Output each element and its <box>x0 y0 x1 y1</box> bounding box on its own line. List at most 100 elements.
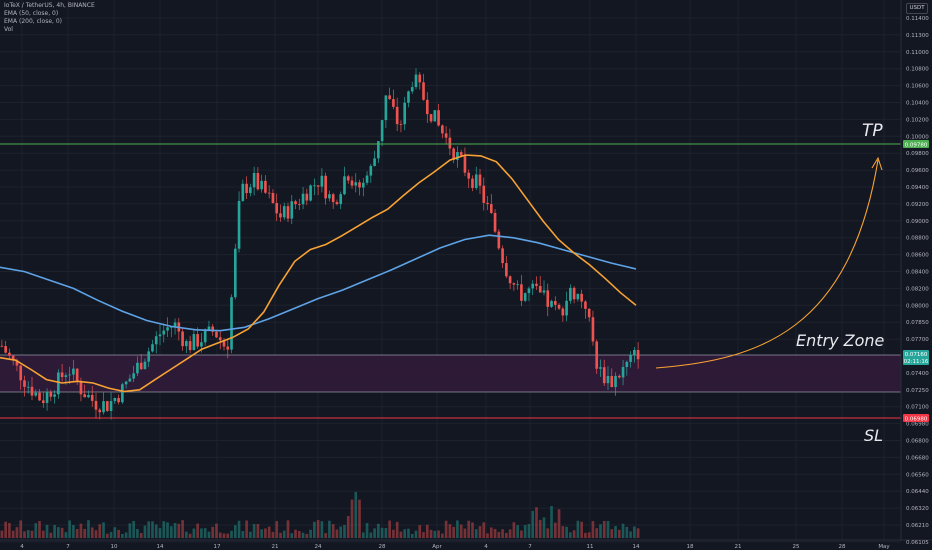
price-tick-label: 0.09000 <box>906 219 929 225</box>
volume-bar <box>523 525 527 538</box>
symbol-title[interactable]: IoTeX / TetherUS, 4h, BINANCE <box>4 2 95 9</box>
candle-body <box>610 376 614 388</box>
candle-body <box>512 283 516 285</box>
candle-body <box>553 301 557 305</box>
candle-body <box>282 206 286 218</box>
price-axis[interactable]: 0.11400 0.11300 0.11000 0.10800 0.10600 0.104… <box>906 16 929 546</box>
time-tick-label: 7 <box>528 544 532 550</box>
candle-body <box>34 392 38 396</box>
candle-body <box>591 317 595 342</box>
candle-body <box>19 365 23 381</box>
candle-body <box>264 180 267 193</box>
candle-body <box>335 202 339 205</box>
ema200-legend[interactable]: EMA (200, close, 0) <box>4 18 63 25</box>
price-tick-label: 0.10200 <box>906 117 929 123</box>
volume-bar <box>565 526 568 538</box>
volume-bar <box>158 528 162 538</box>
volume-bar <box>358 499 361 538</box>
currency-unit-button[interactable]: USDT <box>906 3 928 14</box>
candle-body <box>218 337 222 341</box>
candle-body <box>425 99 429 115</box>
volume-bar <box>72 525 75 538</box>
candle-body <box>128 378 132 382</box>
svg-text:02:11:16: 02:11:16 <box>904 359 929 365</box>
candle-body <box>380 120 384 142</box>
time-tick-label: 24 <box>315 544 322 550</box>
candle-body <box>215 331 218 338</box>
volume-bar <box>486 533 489 538</box>
price-tick-label: 0.11400 <box>906 16 929 22</box>
price-tick-label: 0.09200 <box>906 202 929 208</box>
candle-body <box>75 368 79 382</box>
volume-bar <box>316 520 320 538</box>
volume-bar <box>497 531 501 538</box>
price-tick-label: 0.06980 <box>906 422 929 428</box>
volume-legend[interactable]: Vol <box>4 26 13 33</box>
volume-bar <box>324 533 327 538</box>
volume-bar <box>98 524 102 538</box>
volume-bar <box>636 528 640 538</box>
sl-price-label: 0.06980 <box>903 414 929 422</box>
candle-body <box>102 401 105 413</box>
price-tick-label: 0.06800 <box>906 439 929 445</box>
volume-bar <box>328 520 331 538</box>
volume-bar <box>606 520 610 538</box>
volume-bar <box>516 525 519 538</box>
candle-body <box>72 368 75 375</box>
sl-annotation: SL <box>864 426 883 445</box>
candle-body <box>422 82 425 100</box>
candle-body <box>30 386 34 396</box>
candle-body <box>599 367 602 369</box>
volume-bar <box>90 527 94 538</box>
candle-body <box>471 178 474 188</box>
volume-bar <box>633 526 636 538</box>
volume-bar <box>410 533 414 538</box>
ema50-legend[interactable]: EMA (50, close, 0) <box>4 10 59 17</box>
volume-bar <box>15 527 19 538</box>
volume-bar <box>271 532 275 538</box>
time-tick-label: Apr <box>432 544 442 550</box>
volume-bar <box>23 531 26 538</box>
chart-legend: IoTeX / TetherUS, 4h, BINANCE EMA (50, c… <box>4 2 95 34</box>
candle-body <box>117 398 120 403</box>
candle-body <box>90 394 94 401</box>
volume-bar <box>267 526 271 538</box>
volume-bar <box>538 519 542 538</box>
price-tick-label: 0.09400 <box>906 185 929 191</box>
candle-body <box>587 308 591 318</box>
candle-body <box>531 283 535 289</box>
price-tick-label: 0.07700 <box>906 337 929 343</box>
volume-bar <box>177 523 181 538</box>
volume-bar <box>4 521 7 538</box>
volume-bar <box>320 521 324 538</box>
volume-bar <box>162 521 166 538</box>
candle-body <box>8 352 11 356</box>
candle-body <box>478 174 482 186</box>
time-axis[interactable]: 4 7 10 14 17 21 24 28 Apr 4 7 11 14 18 21 25 28 May <box>20 544 890 550</box>
time-tick-label: 7 <box>66 544 70 550</box>
candle-body <box>497 231 501 249</box>
volume-bar <box>595 528 599 538</box>
volume-bar <box>275 521 279 538</box>
volume-bar <box>83 528 87 538</box>
volume-bar <box>527 524 531 538</box>
candle-body <box>15 360 19 366</box>
candle-body <box>343 176 346 195</box>
svg-text:0.09780: 0.09780 <box>905 142 928 148</box>
candle-body <box>98 409 102 413</box>
candle-body <box>538 285 542 293</box>
candle-body <box>550 301 553 307</box>
volume-bar <box>384 527 388 538</box>
candle-body <box>249 187 252 194</box>
volume-bar <box>361 532 365 538</box>
candle-body <box>388 95 391 100</box>
volume-bar <box>38 521 41 538</box>
price-tick-label: 0.10400 <box>906 101 929 107</box>
volume-bar <box>561 526 565 538</box>
time-tick-label: 21 <box>272 544 279 550</box>
volume-bar <box>629 531 632 538</box>
volume-bar <box>188 533 192 538</box>
candle-body <box>482 185 486 203</box>
candle-body <box>11 355 15 361</box>
